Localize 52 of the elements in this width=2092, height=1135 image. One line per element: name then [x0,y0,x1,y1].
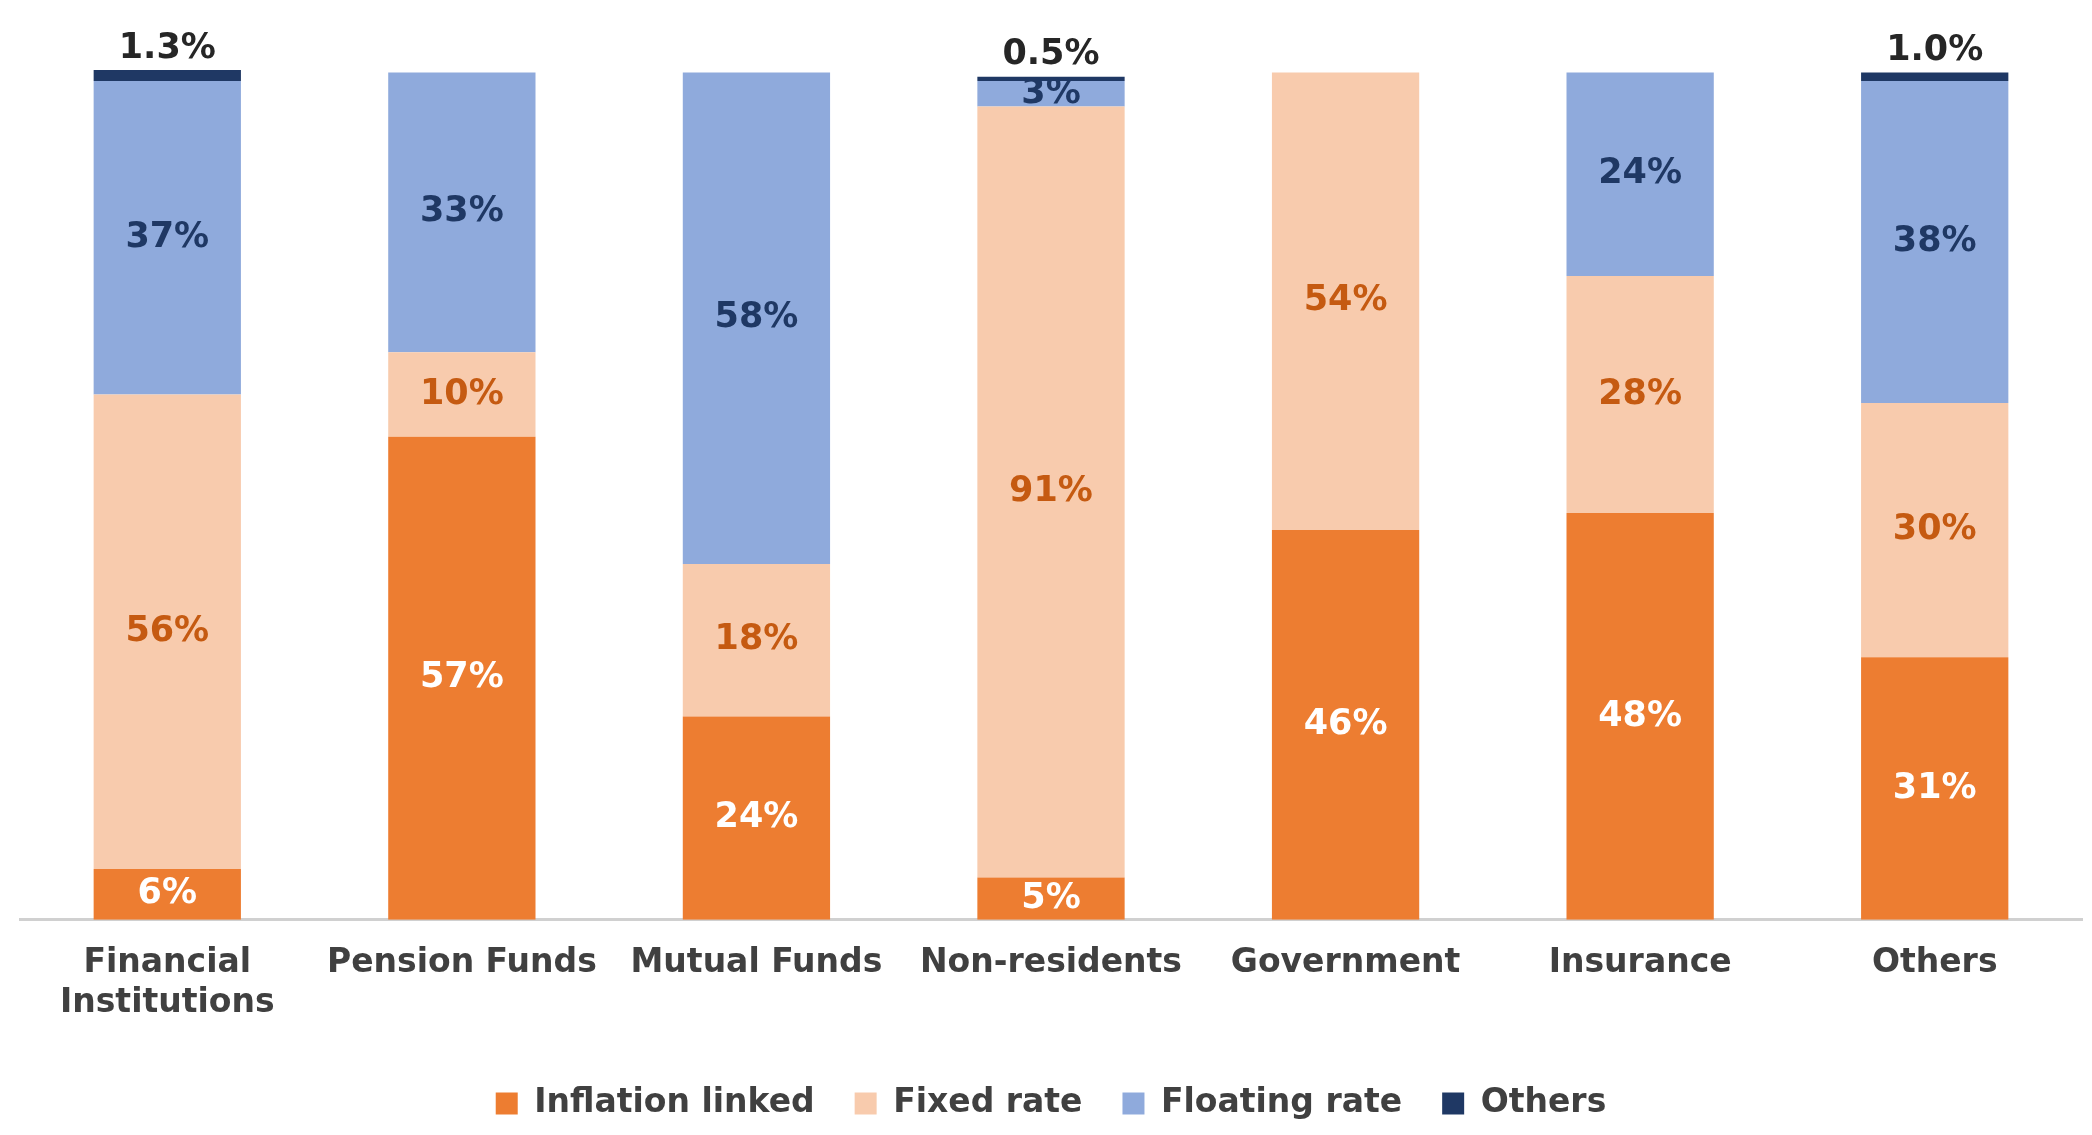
bar [1566,513,1714,920]
data-label: 37% [125,214,210,255]
data-label: 24% [1598,151,1683,192]
x-tick-label: Financial Institutions [59,941,275,1020]
data-label: 30% [1892,507,1977,548]
data-label: 56% [125,608,210,649]
data-label: 18% [714,617,799,658]
data-label: 10% [419,371,504,412]
bar [388,436,536,920]
data-label: 5% [1021,875,1081,916]
bar [682,716,831,920]
data-label: 28% [1598,371,1683,412]
data-label: 0.5% [1002,32,1100,73]
legend-label: Floating rate [1160,1081,1403,1121]
x-tick-label: Government [1230,941,1461,981]
bar [1861,72,2009,82]
data-label: 58% [714,295,799,336]
data-label: 54% [1303,278,1388,319]
legend-label: Inflation linked [534,1081,815,1121]
data-label: 31% [1892,765,1977,806]
bar [93,81,241,395]
legend-label: Fixed rate [893,1081,1083,1121]
bar [388,72,536,353]
bar [93,394,241,869]
data-label: 6% [137,871,197,912]
x-tick-label: Mutual Funds [630,941,883,981]
data-label: 24% [714,795,799,836]
bar [1271,72,1420,531]
x-tick-label: Pension Funds [326,941,597,981]
data-label: 91% [1009,469,1093,510]
x-tick-label: Insurance [1548,941,1732,981]
bar [388,352,536,437]
bar [682,563,831,717]
data-label: 33% [419,189,504,230]
bar [1861,657,2009,920]
x-tick-label: Others [1871,941,1998,981]
bar [1566,72,1714,276]
data-label: 57% [419,655,504,696]
bar [1861,81,2009,403]
data-label: 38% [1892,219,1977,260]
bar [682,72,831,564]
x-tick-label: Non-residents [919,941,1183,981]
data-label: 1.0% [1886,28,1984,69]
legend-label: Others [1480,1081,1607,1121]
bar [1271,530,1420,920]
bar [93,70,241,82]
data-label: 1.3% [118,25,216,66]
data-label: 46% [1303,702,1388,743]
data-label: 48% [1598,693,1683,734]
bar [977,106,1125,878]
bar [1566,275,1714,514]
bar [1861,402,2009,658]
